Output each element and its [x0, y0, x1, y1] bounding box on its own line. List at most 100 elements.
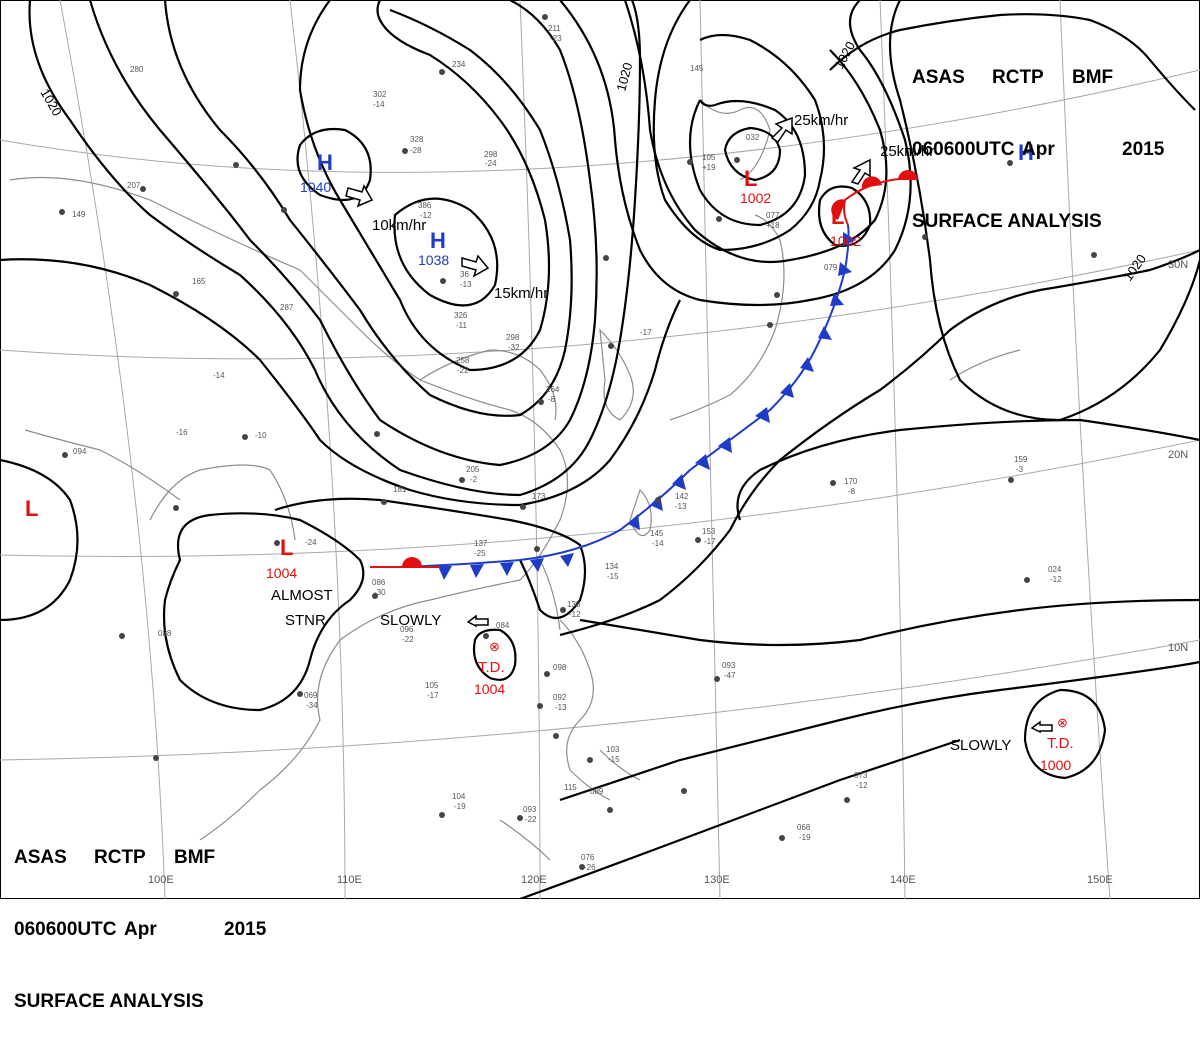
header-time: 060600UTC: [912, 139, 1015, 160]
station-value: -24: [485, 159, 497, 168]
station-value: -8: [848, 487, 856, 496]
footer-month: Apr: [124, 919, 157, 940]
td-symbol-icon: ⊗: [1057, 715, 1068, 730]
footer-station: RCTP: [94, 847, 146, 868]
isobars: [0, 0, 1200, 899]
low-pressure-1004: L 1004: [266, 535, 297, 581]
station-value: -13: [675, 502, 687, 511]
station-value: 302: [373, 90, 387, 99]
station-value: -11: [456, 321, 468, 330]
low-value: 1002: [740, 190, 771, 206]
low-value: 1002: [830, 233, 861, 249]
station-value: 149: [72, 210, 86, 219]
station-value: -28: [410, 146, 422, 155]
station-value: 280: [130, 65, 144, 74]
station-value: 134: [605, 562, 619, 571]
station-value: 104: [452, 792, 466, 801]
footer-source: ASAS: [14, 847, 67, 868]
station-value: -14: [652, 539, 664, 548]
coastlines: [9, 99, 1021, 861]
movement-label: SLOWLY: [380, 612, 441, 629]
header-top: ASAS RCTP BMF 060600UTC Apr 2015 SURFACE ANA…: [912, 18, 1164, 258]
station-value: 298: [484, 150, 498, 159]
station-marker-icon: [59, 14, 1097, 870]
header-month: Apr: [1022, 139, 1055, 160]
station-value: 024: [1048, 565, 1062, 574]
low-pressure-1002-a: L 1002: [740, 166, 771, 206]
grid-labels: 30N 20N 10N 100E 110E 120E 130E 140E 150…: [148, 259, 1188, 886]
lat-label: 10N: [1168, 642, 1188, 654]
station-value: -15: [608, 755, 620, 764]
high-symbol: H: [430, 228, 446, 253]
lon-label: 140E: [890, 874, 916, 886]
station-value: -24: [305, 538, 317, 547]
station-value: 287: [280, 303, 294, 312]
station-value: 205: [466, 465, 480, 474]
td-label: T.D.: [478, 659, 505, 676]
station-value: 326: [454, 311, 468, 320]
lon-label: 110E: [337, 874, 362, 886]
station-value: -16: [176, 428, 188, 437]
movement-label: 15km/hr: [494, 285, 548, 302]
header-year: 2015: [1122, 139, 1165, 160]
lon-label: 150E: [1087, 874, 1113, 886]
lon-label: 100E: [148, 874, 174, 886]
header-station: RCTP: [992, 67, 1044, 88]
header-source: ASAS: [912, 67, 965, 88]
station-value: -26: [584, 863, 596, 872]
station-value: 103: [606, 745, 620, 754]
station-value: -14: [213, 371, 225, 380]
graticule: [0, 0, 1200, 899]
footer-title: SURFACE ANALYSIS: [14, 991, 204, 1012]
stnr-label: STNR: [285, 612, 326, 629]
almost-label: ALMOST: [271, 587, 333, 604]
station-value: 211: [548, 24, 561, 33]
cold-front: [399, 224, 856, 580]
station-value: -32: [508, 343, 520, 352]
td-value: 1004: [474, 681, 505, 697]
station-value: 092: [553, 693, 567, 702]
station-value: -47: [724, 671, 736, 680]
td-label: T.D.: [1047, 735, 1074, 752]
station-value: 093: [722, 661, 736, 670]
movement-label: 25km/hr: [794, 112, 848, 129]
high-symbol: H: [317, 150, 333, 175]
station-value: -8: [548, 395, 556, 404]
tropical-depression-1000: ⊗ T.D. 1000: [1040, 715, 1074, 773]
low-pressure-1002-b: L 1002: [830, 204, 861, 249]
footer-time: 060600UTC: [14, 919, 117, 940]
station-value: 086: [372, 578, 386, 587]
station-value: 115: [564, 783, 577, 792]
station-value: +19: [702, 163, 716, 172]
station-value: 258: [456, 356, 470, 365]
station-value: 165: [192, 277, 206, 286]
td-symbol-icon: ⊗: [489, 639, 500, 654]
station-value: -12: [569, 610, 581, 619]
station-value: -22: [525, 815, 537, 824]
station-value: -19: [454, 802, 466, 811]
movement-label: 25km/hr: [880, 143, 934, 160]
station-value: 032: [746, 133, 760, 142]
td-value: 1000: [1040, 757, 1071, 773]
station-value: 386: [418, 201, 432, 210]
station-value: 077: [766, 211, 780, 220]
station-value: -19: [799, 833, 811, 842]
station-value: 096: [400, 625, 414, 634]
high-pressure-1038: H 1038: [418, 228, 449, 268]
station-value: 068: [797, 823, 811, 832]
station-value: -2: [470, 475, 478, 484]
arrow-icon: [1030, 720, 1053, 734]
station-value: -30: [374, 588, 386, 597]
station-value: -3: [1016, 465, 1024, 474]
arrow-icon: [345, 184, 374, 208]
station-value: 234: [452, 60, 466, 69]
low-symbol: L: [744, 166, 757, 191]
station-value: 105: [425, 681, 439, 690]
station-value: 145: [650, 529, 664, 538]
low-symbol: L: [831, 204, 844, 229]
lon-label: 120E: [521, 874, 547, 886]
station-value: 170: [844, 477, 858, 486]
station-value: 145: [690, 64, 704, 73]
lon-label: 130E: [704, 874, 730, 886]
movement-labels: 10km/hr 15km/hr 25km/hr 25km/hr SLOWLY S…: [271, 112, 1011, 754]
